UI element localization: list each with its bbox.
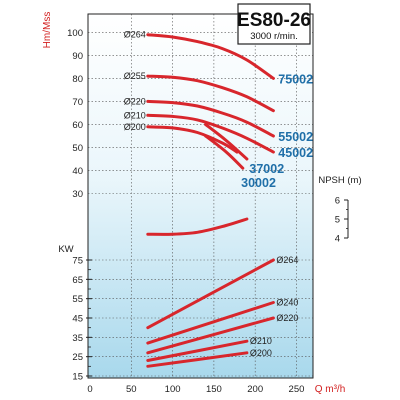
power-diameter-label: Ø220 (276, 313, 298, 323)
power-diameter-label: Ø240 (276, 298, 298, 308)
x-tick-label: 250 (289, 384, 305, 395)
x-tick-label: 50 (126, 384, 137, 395)
power-diameter-label: Ø210 (250, 336, 272, 346)
head-tick-label: 70 (72, 97, 83, 108)
power-curve (146, 258, 275, 330)
x-tick-label: 200 (247, 384, 263, 395)
plot-background (88, 14, 313, 378)
head-diameter-label: Ø255 (124, 71, 146, 81)
power-tick-label: 25 (72, 352, 83, 363)
power-tick-label: 65 (72, 275, 83, 286)
grid-lines (86, 14, 348, 378)
power-curve (146, 351, 249, 368)
head-tick-label: 100 (67, 28, 83, 39)
head-tick-label: 90 (72, 51, 83, 62)
x-tick-label: 0 (87, 384, 92, 395)
model-label: 55002 (278, 130, 313, 144)
head-tick-label: 50 (72, 143, 83, 154)
title-box (237, 3, 311, 45)
x-axis-label: Q m³/h (315, 384, 346, 395)
head-curve (146, 33, 275, 80)
head-diameter-label: Ø220 (124, 96, 146, 106)
npsh-axis-label: NPSH (m) (318, 175, 361, 186)
model-label: 75002 (278, 72, 313, 86)
head-curve (146, 74, 275, 113)
power-curve (146, 301, 275, 345)
head-axis-label: Hm/Mss (42, 12, 53, 49)
tick-labels: 0 50 100 150 200 2503040506070809010015253545… (67, 28, 340, 395)
head-curve (146, 125, 239, 154)
power-diameter-label: Ø200 (250, 348, 272, 358)
model-label: 30002 (241, 176, 276, 190)
x-tick-label: 150 (206, 384, 222, 395)
plot-frame (87, 13, 314, 379)
npsh-tick-label: 5 (335, 215, 340, 226)
head-tick-label: 30 (72, 189, 83, 200)
head-diameter-label: Ø210 (124, 110, 146, 120)
head-diameter-label: Ø264 (124, 30, 146, 40)
head-curve (204, 123, 249, 161)
head-curve (204, 134, 245, 170)
power-tick-label: 35 (72, 333, 83, 344)
npsh-tick-label: 6 (335, 196, 340, 207)
head-tick-label: 80 (72, 74, 83, 85)
power-tick-label: 75 (72, 256, 83, 267)
curve-labels: Ø264 Ø255 Ø220 Ø210 Ø200 75002 55002 45002 37002… (124, 30, 313, 358)
head-diameter-label: Ø200 (124, 122, 146, 132)
head-curve (146, 113, 275, 154)
head-tick-label: 40 (72, 166, 83, 177)
power-curve (146, 339, 249, 362)
chart-subtitle: 3000 r/min. (250, 31, 298, 42)
power-diameter-label: Ø264 (276, 255, 298, 265)
head-tick-label: 60 (72, 120, 83, 131)
model-label: 37002 (249, 162, 284, 176)
power-axis-label: KW (58, 244, 73, 255)
power-tick-label: 45 (72, 314, 83, 325)
npsh-tick-label: 4 (335, 234, 340, 245)
x-tick-label: 100 (165, 384, 181, 395)
model-label: 45002 (278, 146, 313, 160)
head-curve (146, 99, 275, 138)
npsh-curve (146, 217, 249, 236)
power-tick-label: 55 (72, 294, 83, 305)
power-curve (146, 316, 275, 355)
power-tick-label: 15 (72, 372, 83, 383)
curves (146, 33, 275, 368)
chart-title: ES80-26 (237, 10, 311, 31)
